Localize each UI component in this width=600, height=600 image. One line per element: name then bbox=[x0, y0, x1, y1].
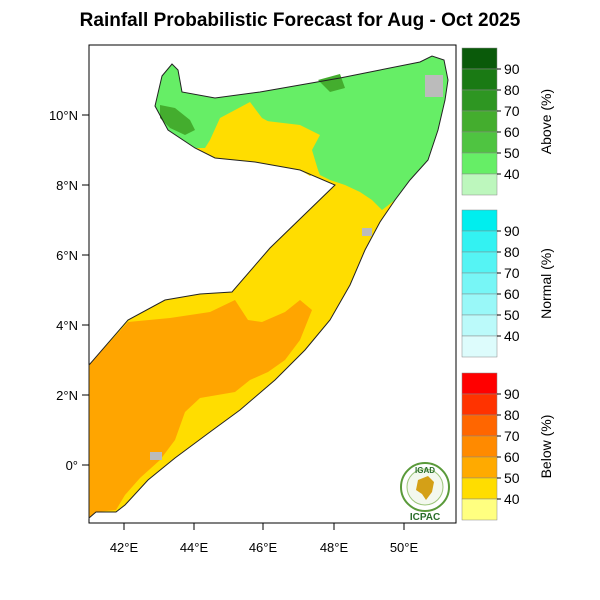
colorbar-swatch bbox=[461, 131, 498, 154]
colorbar-tick-label: 80 bbox=[504, 82, 520, 98]
logo-bottom-text: ICPAC bbox=[410, 512, 440, 523]
colorbar-tick-label: 80 bbox=[504, 244, 520, 260]
logo-top-text: IGAD bbox=[415, 466, 435, 475]
colorbar-swatch bbox=[461, 251, 498, 274]
lat-label: 2°N bbox=[56, 388, 78, 403]
lon-label: 46°E bbox=[249, 540, 278, 555]
map-title: Rainfall Probabilistic Forecast for Aug … bbox=[79, 10, 521, 31]
icpac-logo: IGAD ICPAC bbox=[400, 462, 450, 523]
colorbar-swatch bbox=[461, 68, 498, 91]
colorbar-tick-label: 50 bbox=[504, 470, 520, 486]
colorbars: 90 80 70 60 50 40 Above (%) 90 80 70 60 50 40 Normal … bbox=[461, 47, 554, 521]
country-outline bbox=[88, 55, 449, 520]
colorbar-tick-label: 90 bbox=[504, 61, 520, 77]
colorbar-title: Below (%) bbox=[538, 415, 554, 479]
colorbar-tick-label: 70 bbox=[504, 265, 520, 281]
colorbar-tick-label: 50 bbox=[504, 145, 520, 161]
colorbar-swatch bbox=[461, 456, 498, 479]
colorbar-2: 90 80 70 60 50 40 Below (%) bbox=[461, 372, 554, 521]
lat-label: 4°N bbox=[56, 318, 78, 333]
colorbar-title: Above (%) bbox=[538, 89, 554, 154]
lat-label: 8°N bbox=[56, 178, 78, 193]
colorbar-title: Normal (%) bbox=[538, 248, 554, 319]
above-60-spot-west bbox=[160, 105, 195, 135]
colorbar-swatch bbox=[461, 293, 498, 316]
missing-data-cell bbox=[150, 452, 162, 460]
colorbar-swatch bbox=[461, 372, 498, 395]
colorbar-tick-label: 40 bbox=[504, 491, 520, 507]
colorbar-swatch bbox=[461, 173, 498, 196]
lon-label: 42°E bbox=[110, 540, 139, 555]
colorbar-swatch bbox=[461, 314, 498, 337]
lat-label: 10°N bbox=[49, 108, 78, 123]
below-40-north-tongue bbox=[212, 120, 320, 176]
colorbar-swatch bbox=[461, 435, 498, 458]
lon-label: 44°E bbox=[180, 540, 209, 555]
colorbar-tick-label: 40 bbox=[504, 166, 520, 182]
africa-map-icon bbox=[416, 476, 434, 500]
colorbar-swatch bbox=[461, 414, 498, 437]
colorbar-swatch bbox=[461, 47, 498, 70]
colorbar-swatch bbox=[461, 335, 498, 358]
colorbar-tick-label: 90 bbox=[504, 386, 520, 402]
lon-label: 50°E bbox=[390, 540, 419, 555]
colorbar-swatch bbox=[461, 477, 498, 500]
colorbar-swatch bbox=[461, 230, 498, 253]
colorbar-tick-label: 80 bbox=[504, 407, 520, 423]
colorbar-tick-label: 40 bbox=[504, 328, 520, 344]
colorbar-tick-label: 50 bbox=[504, 307, 520, 323]
colorbar-tick-label: 60 bbox=[504, 286, 520, 302]
lat-label: 6°N bbox=[56, 248, 78, 263]
colorbar-tick-label: 70 bbox=[504, 103, 520, 119]
colorbar-swatch bbox=[461, 393, 498, 416]
colorbar-1: 90 80 70 60 50 40 Normal (%) bbox=[461, 209, 554, 358]
colorbar-swatch bbox=[461, 89, 498, 112]
colorbar-swatch bbox=[461, 152, 498, 175]
colorbar-swatch bbox=[461, 110, 498, 133]
colorbar-tick-label: 60 bbox=[504, 124, 520, 140]
missing-data-cell bbox=[362, 228, 372, 236]
colorbar-tick-label: 70 bbox=[504, 428, 520, 444]
colorbar-swatch bbox=[461, 209, 498, 232]
below-50-zone bbox=[89, 300, 312, 518]
forecast-region-fill bbox=[89, 56, 448, 518]
lat-label: 0° bbox=[66, 458, 78, 473]
missing-data-cell bbox=[425, 75, 443, 97]
axis-ticks bbox=[82, 114, 405, 530]
colorbar-swatch bbox=[461, 498, 498, 521]
colorbar-0: 90 80 70 60 50 40 Above (%) bbox=[461, 47, 554, 196]
colorbar-swatch bbox=[461, 272, 498, 295]
colorbar-tick-label: 90 bbox=[504, 223, 520, 239]
lon-label: 48°E bbox=[320, 540, 349, 555]
colorbar-tick-label: 60 bbox=[504, 449, 520, 465]
